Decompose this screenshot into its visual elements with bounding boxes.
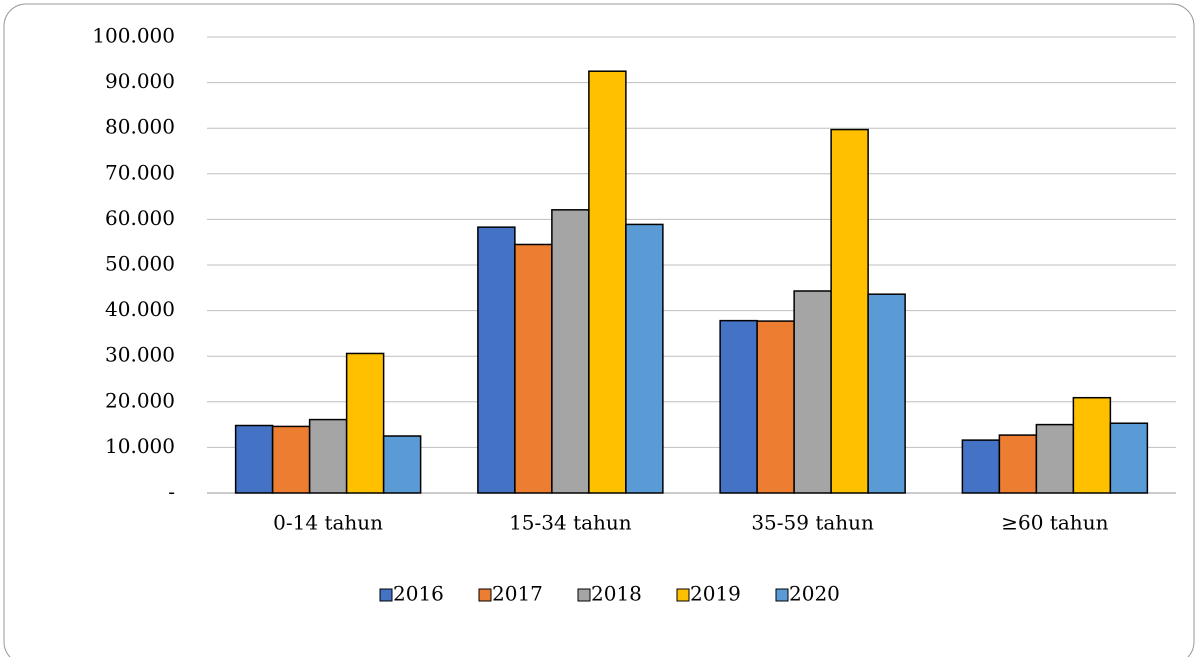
bar xyxy=(551,209,590,494)
legend-swatch xyxy=(577,588,591,602)
x-tick-label: 15-34 tahun xyxy=(509,511,632,535)
bar xyxy=(1109,422,1149,494)
legend-swatch xyxy=(775,588,789,602)
y-tick-label: 90.000 xyxy=(105,69,175,93)
bar xyxy=(271,425,311,494)
y-tick-label: 50.000 xyxy=(105,252,175,276)
legend-swatch xyxy=(379,588,393,602)
bar xyxy=(308,418,348,494)
bar xyxy=(514,243,553,494)
bar xyxy=(961,439,1001,494)
y-tick-label: 40.000 xyxy=(105,297,175,321)
legend-label: 2020 xyxy=(789,582,840,606)
bar xyxy=(345,352,385,494)
legend-swatch xyxy=(676,588,690,602)
bar xyxy=(830,128,869,494)
legend-label: 2016 xyxy=(393,582,444,606)
bar xyxy=(477,226,516,494)
bar xyxy=(625,223,664,494)
legend-label: 2018 xyxy=(591,582,642,606)
bar xyxy=(867,293,906,494)
x-tick-label: 0-14 tahun xyxy=(273,511,383,535)
bar xyxy=(1072,396,1112,494)
bar xyxy=(588,70,627,494)
legend-label: 2017 xyxy=(492,582,543,606)
y-tick-label: 80.000 xyxy=(105,115,175,139)
bar xyxy=(998,434,1038,494)
y-tick-label: 100.000 xyxy=(92,24,175,48)
bar xyxy=(793,290,832,494)
x-tick-label: ≥60 tahun xyxy=(1001,511,1108,535)
bar xyxy=(1035,423,1075,494)
y-tick-label: 30.000 xyxy=(105,343,175,367)
bar xyxy=(719,319,758,494)
x-tick-label: 35-59 tahun xyxy=(751,511,874,535)
y-tick-label: 10.000 xyxy=(105,434,175,458)
legend-swatch xyxy=(478,588,492,602)
legend-label: 2019 xyxy=(690,582,741,606)
bar xyxy=(382,435,422,494)
y-tick-label: 60.000 xyxy=(105,206,175,230)
y-tick-label: - xyxy=(168,480,175,504)
bar xyxy=(234,424,274,494)
y-tick-label: 70.000 xyxy=(105,160,175,184)
bar xyxy=(756,320,795,494)
y-tick-label: 20.000 xyxy=(105,388,175,412)
